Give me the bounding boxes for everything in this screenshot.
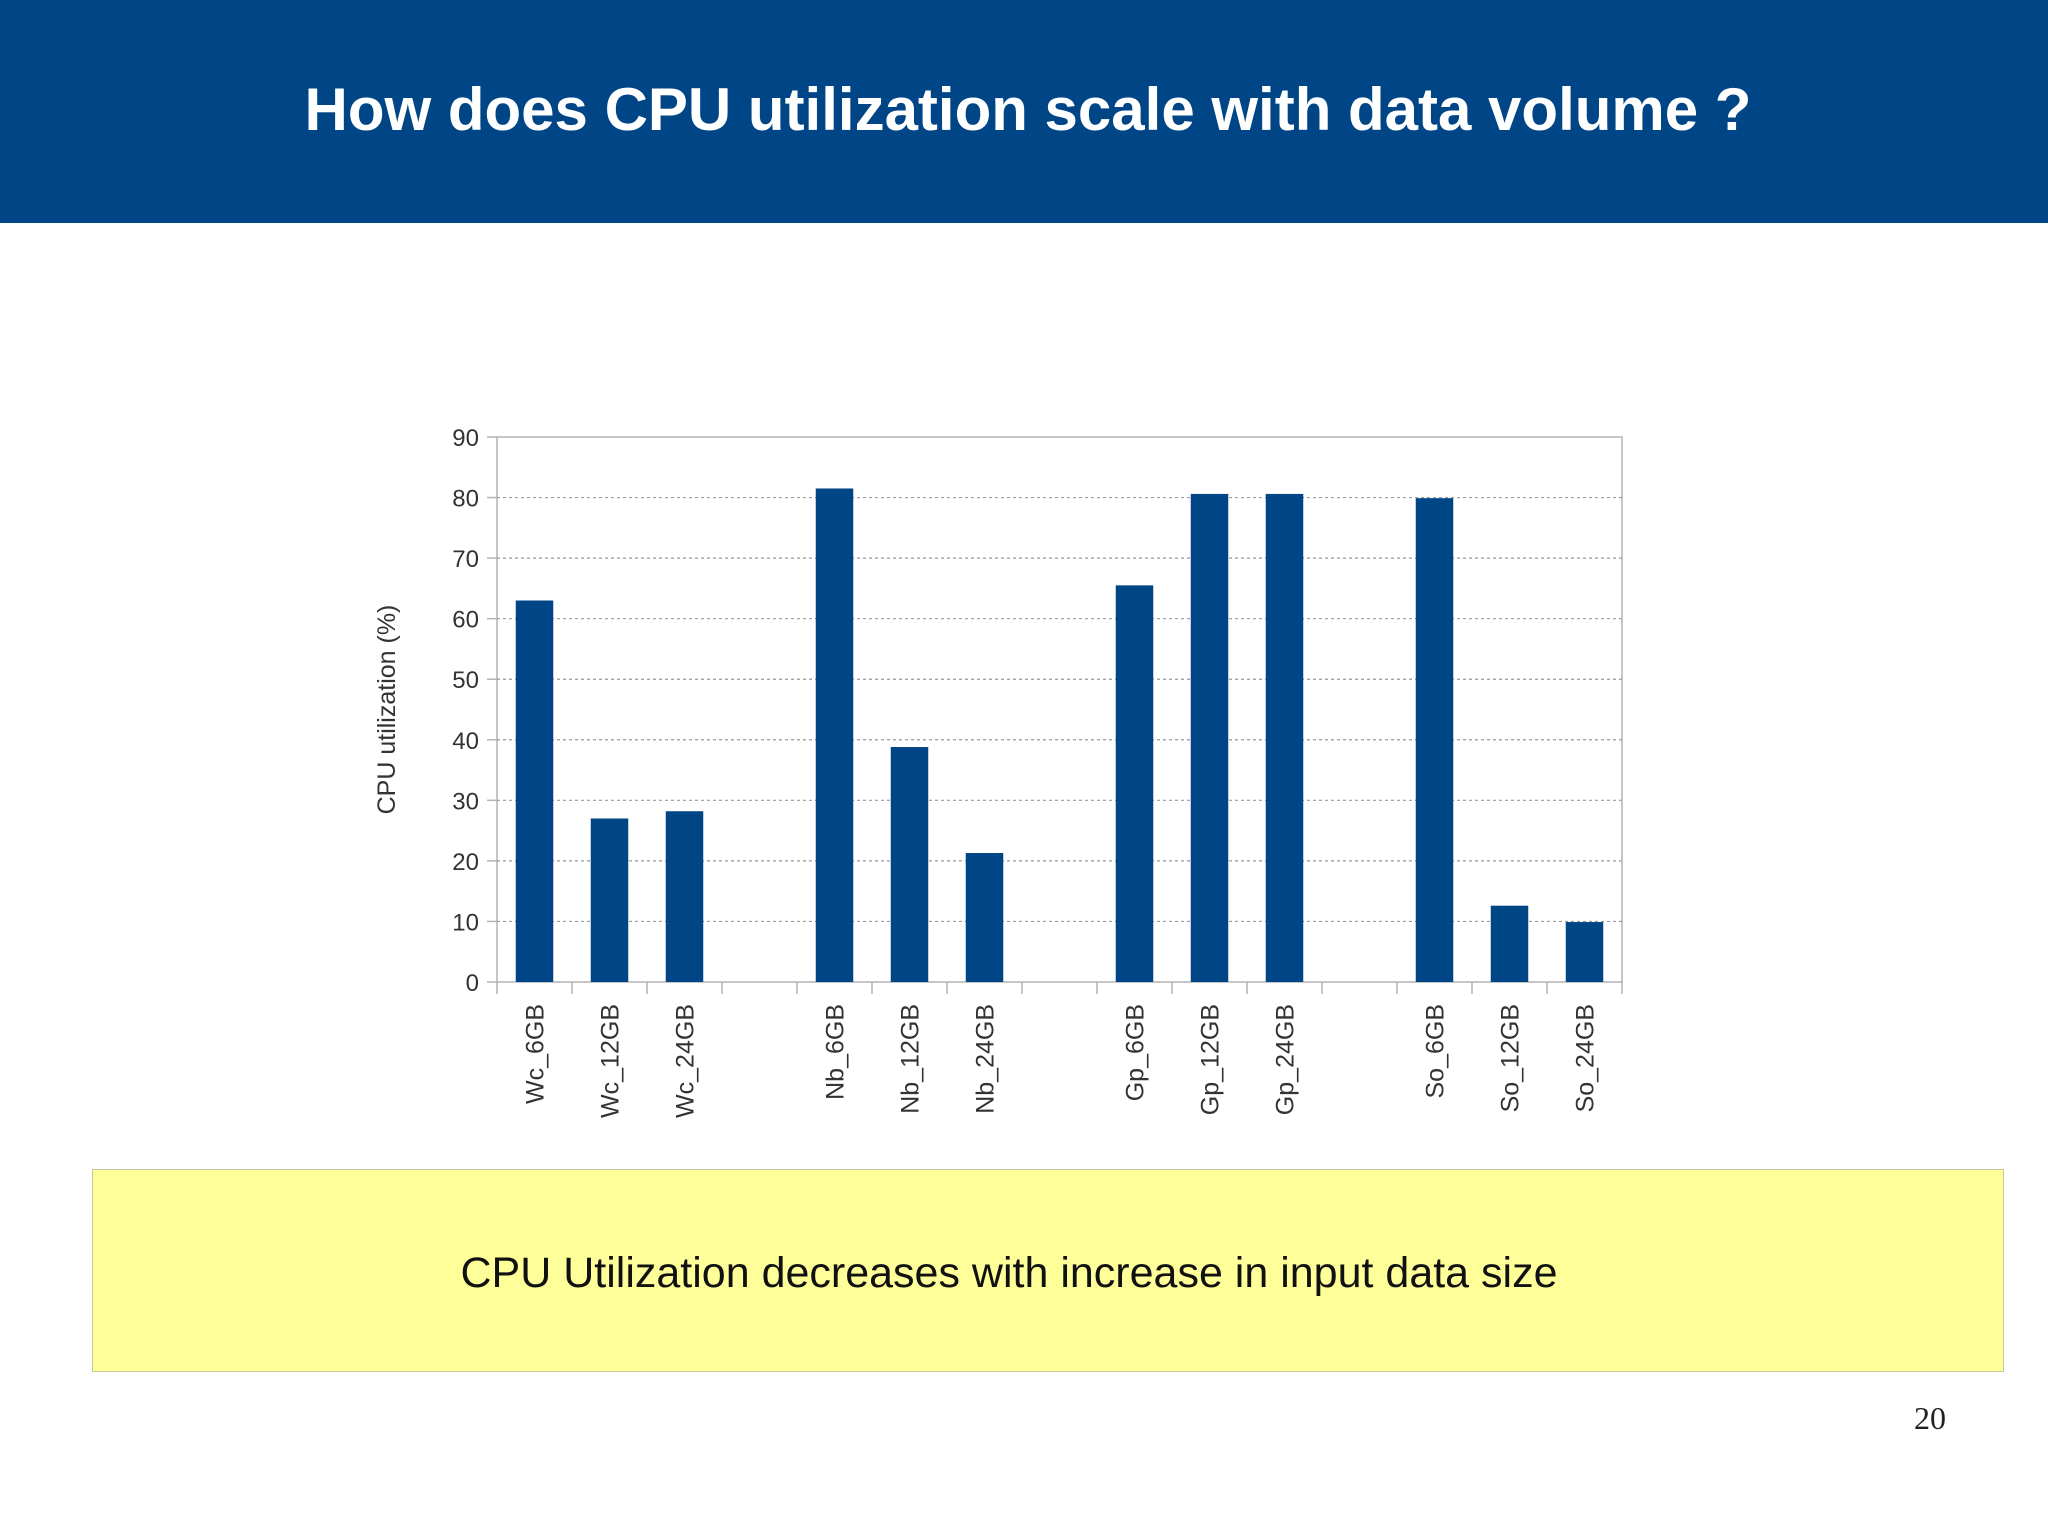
x-tick-label: Nb_6GB — [822, 1004, 850, 1100]
bar-wc_6gb — [515, 600, 554, 982]
bar-so_6gb — [1415, 498, 1454, 982]
callout-box: CPU Utilization decreases with increase … — [92, 1169, 2004, 1372]
plot-frame — [496, 436, 1623, 983]
bar-so_24gb — [1565, 922, 1604, 982]
bar-wc_12gb — [590, 818, 629, 982]
y-tick-label: 30 — [452, 788, 479, 815]
x-tick-label: Wc_6GB — [522, 1004, 550, 1104]
y-tick-label: 20 — [452, 849, 479, 876]
y-tick-label: 10 — [452, 909, 479, 936]
bar-so_12gb — [1490, 905, 1529, 982]
x-tick-label: So_12GB — [1497, 1004, 1525, 1112]
x-tick-label: So_24GB — [1572, 1004, 1600, 1112]
callout-text: CPU Utilization decreases with increase … — [460, 1249, 1558, 1297]
y-tick-label: 90 — [452, 425, 479, 452]
x-tick-label: So_6GB — [1422, 1004, 1450, 1099]
x-tick-label: Nb_12GB — [897, 1004, 925, 1114]
x-tick-label: Gp_6GB — [1122, 1004, 1150, 1101]
slide-header: How does CPU utilization scale with data… — [0, 0, 2048, 223]
bar-nb_6gb — [815, 488, 854, 982]
bar-wc_24gb — [665, 811, 704, 982]
x-tick-label: Nb_24GB — [972, 1004, 1000, 1114]
y-axis-label: CPU utilization (%) — [373, 605, 401, 815]
x-tick-label: Wc_24GB — [672, 1004, 700, 1118]
cpu-utilization-bar-chart: 0 10 20 30 40 50 60 70 80 90 Wc_6GB Wc_12GB Wc_24GB N… — [373, 425, 1623, 1118]
slide-title: How does CPU utilization scale with data… — [304, 76, 1752, 143]
y-tick-label: 70 — [452, 546, 479, 573]
bar-gp_24gb — [1265, 493, 1304, 982]
bar-gp_6gb — [1115, 585, 1154, 982]
y-tick-label: 80 — [452, 486, 479, 513]
y-tick-label: 0 — [466, 970, 479, 997]
x-tick-label: Gp_24GB — [1272, 1004, 1300, 1115]
bar-nb_12gb — [890, 747, 929, 982]
y-tick-label: 50 — [452, 667, 479, 694]
bar-nb_24gb — [965, 853, 1004, 982]
bar-gp_12gb — [1190, 493, 1229, 982]
x-tick-label: Wc_12GB — [597, 1004, 625, 1118]
y-tick-label: 60 — [452, 607, 479, 634]
page-number: 20 — [1914, 1400, 1946, 1436]
x-tick-label: Gp_12GB — [1197, 1004, 1225, 1115]
y-tick-label: 40 — [452, 728, 479, 755]
